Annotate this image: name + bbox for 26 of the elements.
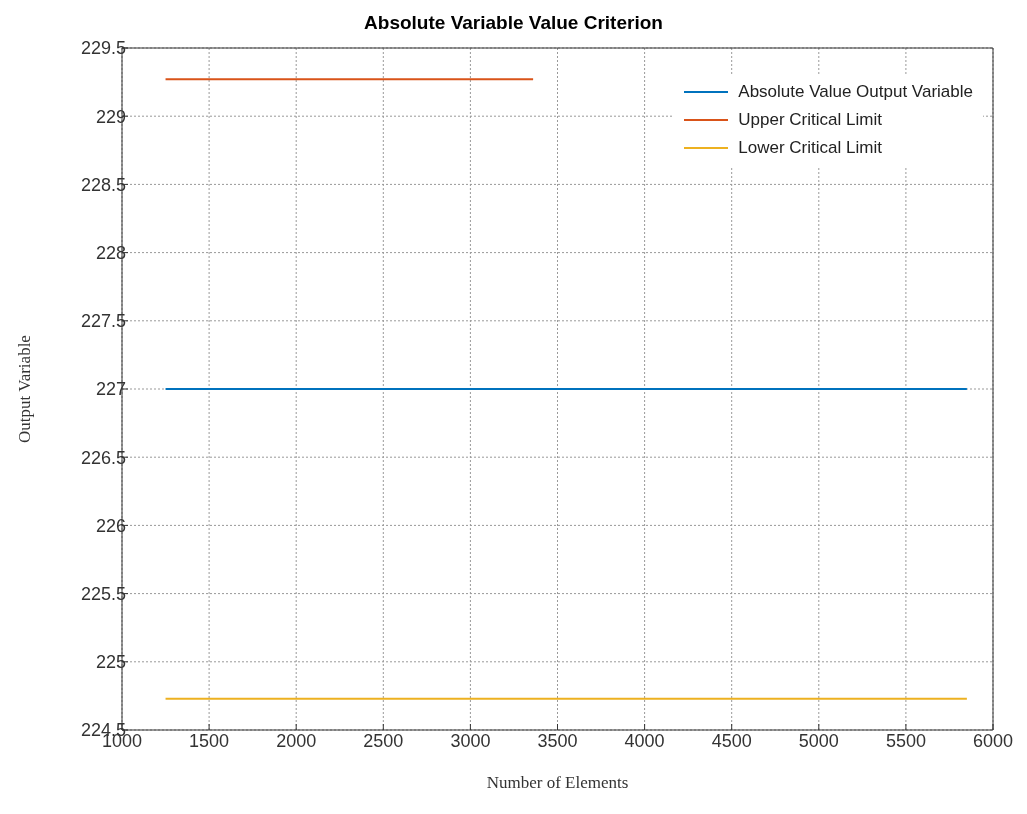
y-tick-label: 225.5 — [80, 583, 126, 604]
x-tick-label: 1500 — [189, 730, 230, 751]
y-tick-label: 228 — [95, 242, 126, 263]
x-tick-label: 4500 — [711, 730, 752, 751]
y-tick-label: 227 — [95, 379, 126, 400]
x-tick-label: 3500 — [537, 730, 578, 751]
y-tick-label: 229.5 — [80, 38, 126, 59]
x-tick-label: 2000 — [276, 730, 317, 751]
chart-title: Absolute Variable Value Criterion — [363, 12, 664, 34]
x-tick-label: 5500 — [885, 730, 926, 751]
x-tick-label: 4000 — [624, 730, 665, 751]
y-tick-label: 226.5 — [80, 447, 126, 468]
legend-label: Lower Critical Limit — [738, 137, 882, 159]
y-tick-label: 227.5 — [80, 311, 126, 332]
legend-label: Absolute Value Output Variable — [738, 81, 973, 103]
x-tick-label: 6000 — [972, 730, 1014, 751]
x-tick-label: 5000 — [798, 730, 839, 751]
y-tick-label: 229 — [95, 106, 126, 127]
x-tick-label: 3000 — [450, 730, 491, 751]
y-tick-label: 225 — [95, 652, 126, 673]
y-tick-label: 226 — [95, 515, 126, 536]
x-axis-title: Number of Elements — [486, 773, 629, 792]
y-tick-label: 228.5 — [80, 174, 126, 195]
y-axis-title: Output Variable — [15, 335, 35, 443]
legend-label: Upper Critical Limit — [738, 109, 882, 131]
x-tick-label: 2500 — [363, 730, 404, 751]
